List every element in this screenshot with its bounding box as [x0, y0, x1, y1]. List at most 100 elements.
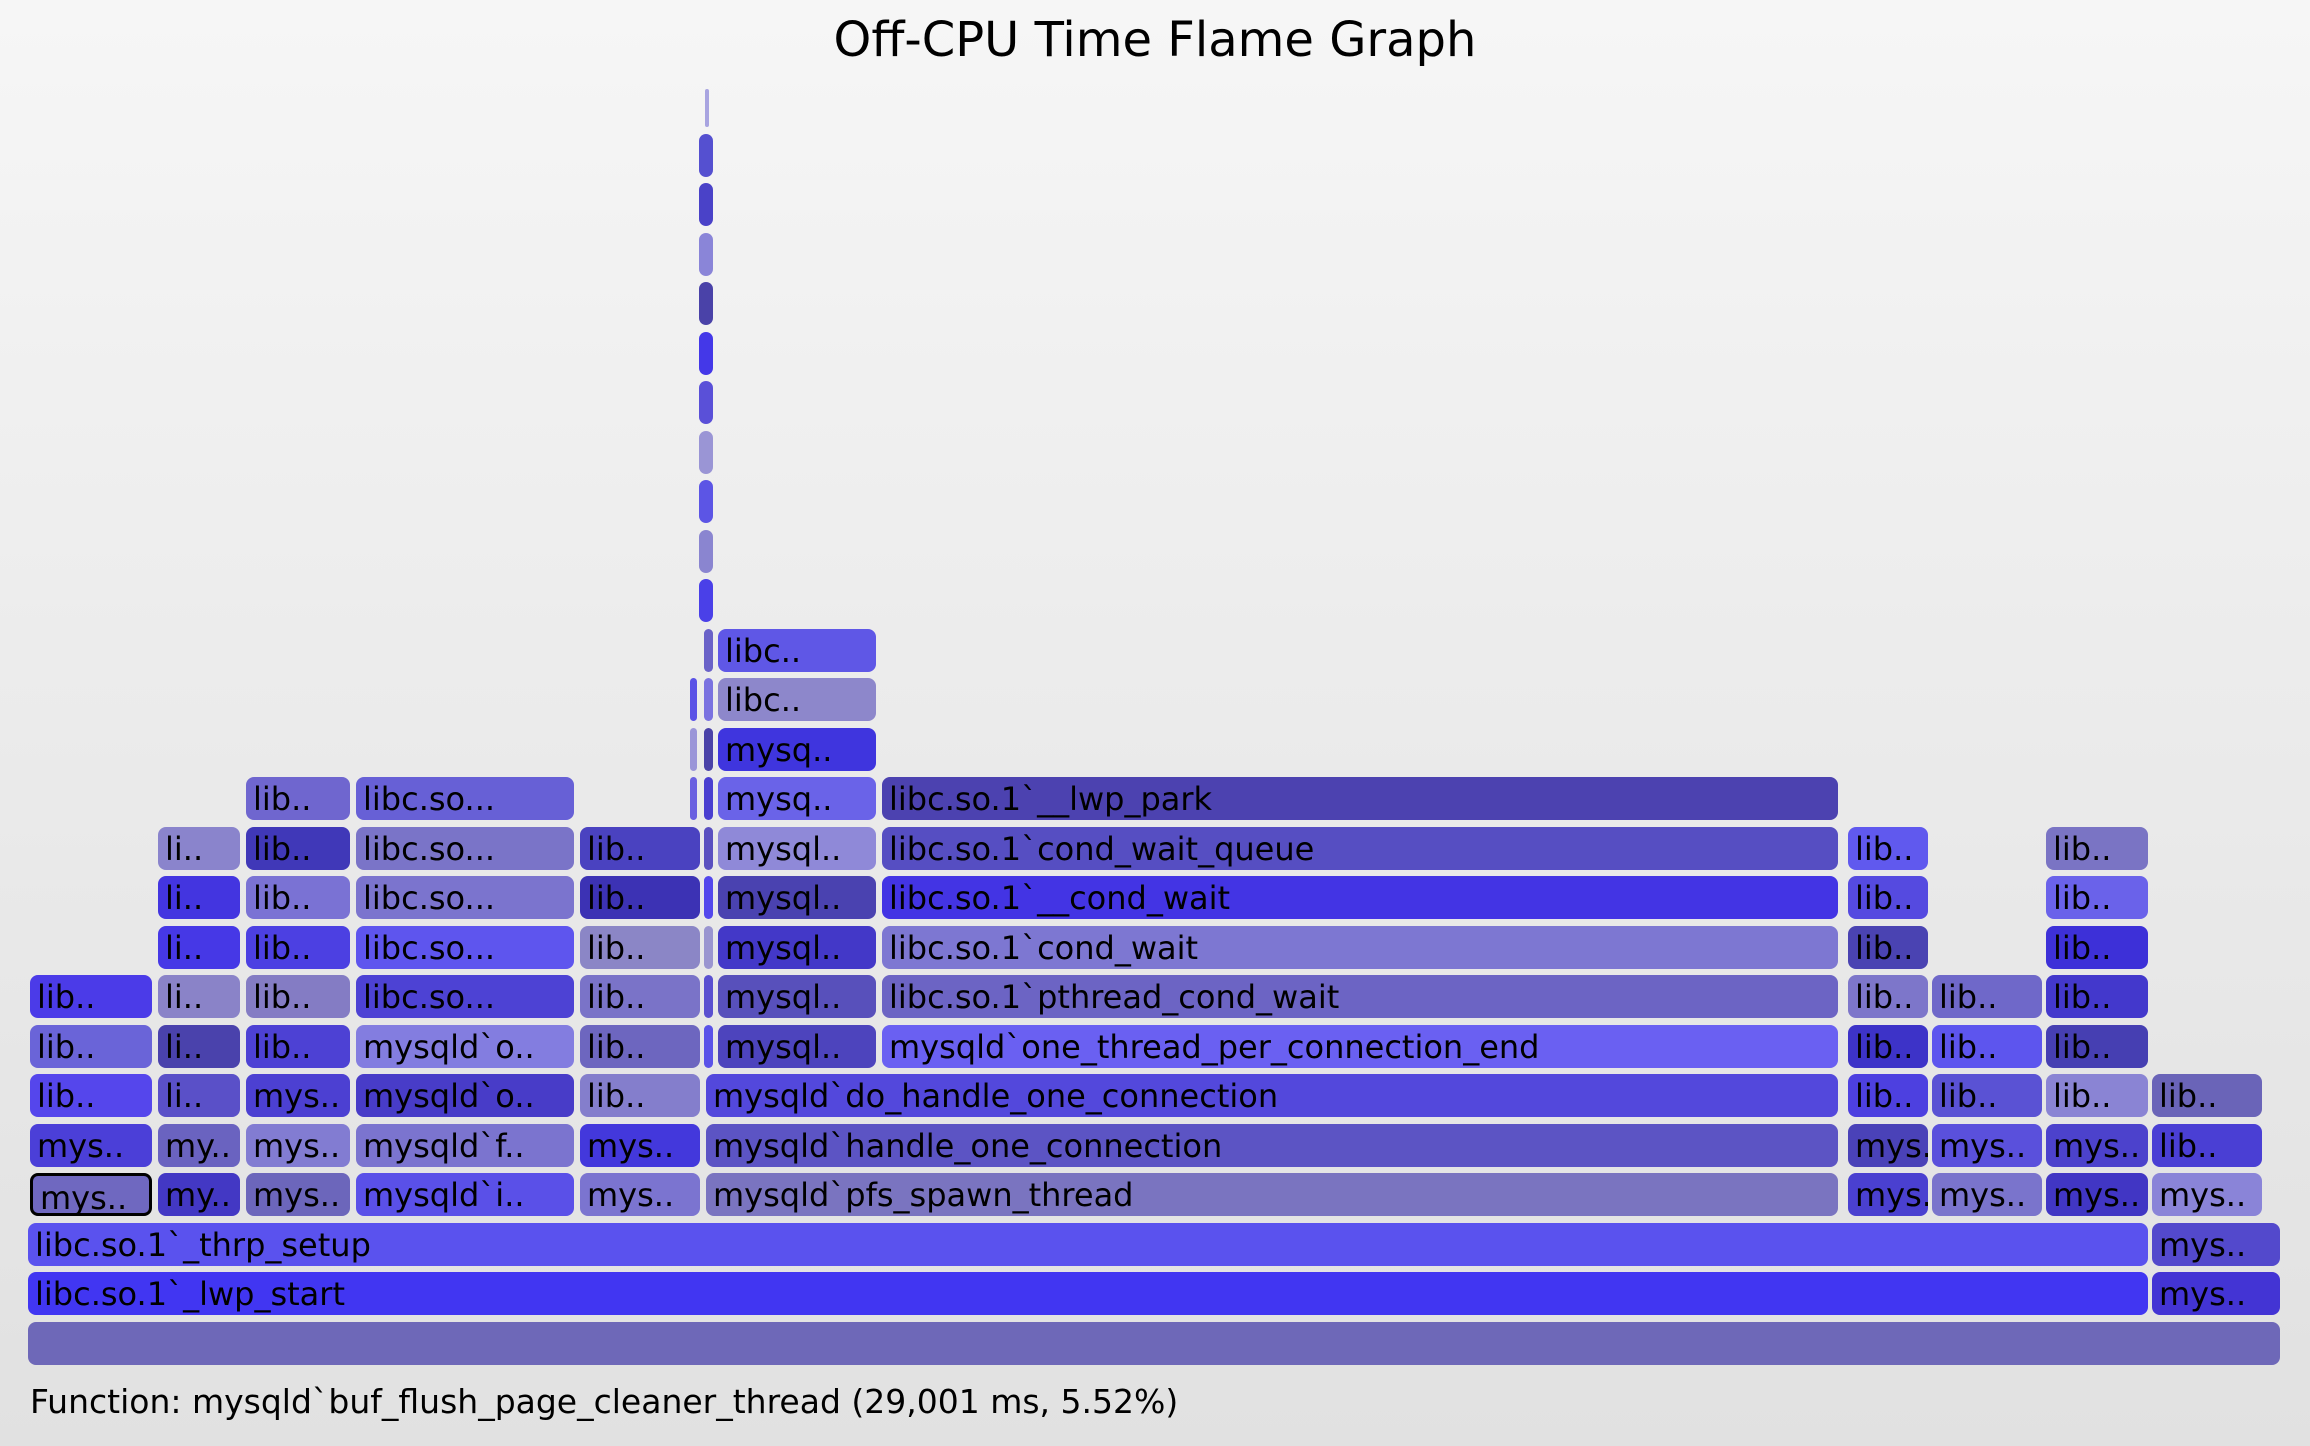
flame-frame[interactable]: lib..	[30, 1024, 152, 1068]
flame-frame[interactable]: lib..	[1848, 826, 1928, 870]
flame-frame[interactable]	[704, 826, 713, 870]
flame-frame[interactable]: mys..	[2152, 1272, 2280, 1315]
flame-frame[interactable]: lib..	[30, 975, 152, 1018]
flame-frame[interactable]: libc.so...	[356, 925, 574, 969]
flame-frame[interactable]: lib..	[2152, 1074, 2262, 1117]
flame-frame[interactable]: mysqld`o..	[356, 1024, 574, 1068]
flame-frame[interactable]: lib..	[1932, 975, 2042, 1018]
flame-frame[interactable]	[699, 133, 713, 177]
flame-frame[interactable]: mysql..	[718, 1024, 876, 1068]
flame-frame[interactable]: libc.so.1`_lwp_start	[28, 1272, 2148, 1315]
flame-frame[interactable]: lib..	[1848, 975, 1928, 1018]
flame-frame[interactable]: libc.so...	[356, 777, 574, 820]
flame-frame[interactable]: lib..	[580, 975, 700, 1018]
flame-frame[interactable]: mysq..	[718, 777, 876, 820]
flame-frame[interactable]: mys..	[2046, 1173, 2148, 1216]
flame-frame[interactable]: libc.so.1`cond_wait	[882, 925, 1838, 969]
flame-frame[interactable]: lib..	[2046, 1074, 2148, 1117]
flame-frame[interactable]: li..	[158, 826, 240, 870]
flame-frame[interactable]: mys..	[1932, 1173, 2042, 1216]
flame-frame[interactable]: mys..	[246, 1123, 350, 1167]
flame-frame[interactable]: mys..	[1932, 1123, 2042, 1167]
flame-frame[interactable]: mysq..	[718, 727, 876, 771]
flame-frame[interactable]: lib..	[1848, 1074, 1928, 1117]
flame-frame[interactable]: libc.so.1`cond_wait_queue	[882, 826, 1838, 870]
flame-frame[interactable]	[690, 777, 697, 820]
flame-frame[interactable]	[704, 876, 713, 919]
flame-frame[interactable]: li..	[158, 876, 240, 919]
flame-frame[interactable]: libc.so.1`__lwp_park	[882, 777, 1838, 820]
flame-frame[interactable]: mys..	[30, 1173, 152, 1216]
flame-frame[interactable]: mys..	[580, 1123, 700, 1167]
flame-frame[interactable]: my..	[158, 1173, 240, 1216]
flame-frame[interactable]: libc.so.1`_thrp_setup	[28, 1222, 2148, 1266]
flame-frame[interactable]: mysqld`f..	[356, 1123, 574, 1167]
flame-frame[interactable]: lib..	[2152, 1123, 2262, 1167]
flame-frame[interactable]: lib..	[1932, 1024, 2042, 1068]
flame-frame[interactable]: lib..	[580, 876, 700, 919]
flame-frame[interactable]: mys..	[580, 1173, 700, 1216]
flame-frame[interactable]: mysqld`handle_one_connection	[706, 1123, 1838, 1167]
flame-frame[interactable]	[704, 727, 713, 771]
flame-frame[interactable]	[704, 628, 713, 672]
flame-frame[interactable]: mys..	[2152, 1222, 2280, 1266]
flame-frame[interactable]	[699, 183, 713, 226]
flame-frame[interactable]: libc..	[718, 628, 876, 672]
flame-frame[interactable]: lib..	[2046, 1024, 2148, 1068]
flame-frame[interactable]: libc.so.1`__cond_wait	[882, 876, 1838, 919]
flame-frame[interactable]	[690, 727, 697, 771]
flame-frame[interactable]	[699, 282, 713, 325]
flame-frame[interactable]: mys..	[246, 1074, 350, 1117]
flame-frame[interactable]: li..	[158, 1024, 240, 1068]
flame-frame[interactable]: lib..	[246, 777, 350, 820]
flame-frame[interactable]: li..	[158, 975, 240, 1018]
flame-frame[interactable]	[699, 529, 713, 573]
flame-frame[interactable]: mysql..	[718, 876, 876, 919]
flame-frame[interactable]: lib..	[2046, 876, 2148, 919]
flame-frame[interactable]	[699, 579, 713, 622]
flame-frame[interactable]: libc.so...	[356, 876, 574, 919]
flame-frame[interactable]: lib..	[2046, 925, 2148, 969]
flame-frame[interactable]	[704, 975, 713, 1018]
flame-frame[interactable]: mysql..	[718, 826, 876, 870]
flame-frame[interactable]: lib..	[1848, 1024, 1928, 1068]
flame-frame[interactable]: lib..	[1848, 876, 1928, 919]
flame-frame[interactable]: lib..	[30, 1074, 152, 1117]
flame-frame[interactable]: lib..	[246, 1024, 350, 1068]
flame-frame[interactable]: lib..	[2046, 826, 2148, 870]
flame-frame[interactable]	[699, 232, 713, 276]
flame-frame[interactable]: lib..	[1848, 925, 1928, 969]
flame-frame[interactable]	[704, 777, 713, 820]
flame-frame[interactable]: mysqld`one_thread_per_connection_end	[882, 1024, 1838, 1068]
flame-frame[interactable]: lib..	[1932, 1074, 2042, 1117]
flame-frame[interactable]	[699, 430, 713, 474]
flame-frame[interactable]: lib..	[580, 1074, 700, 1117]
flame-frame[interactable]	[705, 89, 709, 127]
flame-frame[interactable]: mys..	[246, 1173, 350, 1216]
flame-frame[interactable]: mysqld`i..	[356, 1173, 574, 1216]
flame-frame[interactable]: lib..	[246, 925, 350, 969]
flame-frame[interactable]: mysql..	[718, 975, 876, 1018]
flame-frame[interactable]	[704, 678, 713, 721]
flame-frame[interactable]: mys..	[2046, 1123, 2148, 1167]
flame-frame[interactable]: mysqld`pfs_spawn_thread	[706, 1173, 1838, 1216]
flame-frame[interactable]: lib..	[580, 1024, 700, 1068]
flame-frame[interactable]: mysqld`o..	[356, 1074, 574, 1117]
flame-frame[interactable]: libc.so...	[356, 826, 574, 870]
flame-frame[interactable]: mysqld`do_handle_one_connection	[706, 1074, 1838, 1117]
flame-frame[interactable]: mys..	[30, 1123, 152, 1167]
flame-frame[interactable]	[699, 480, 713, 523]
flame-frame[interactable]: mys..	[1848, 1123, 1928, 1167]
flame-frame[interactable]: libc.so.1`pthread_cond_wait	[882, 975, 1838, 1018]
flame-frame[interactable]: libc..	[718, 678, 876, 721]
flame-frame[interactable]	[690, 678, 697, 721]
flame-frame[interactable]: lib..	[246, 975, 350, 1018]
flame-frame[interactable]	[699, 331, 713, 375]
flame-frame[interactable]	[699, 381, 713, 424]
flame-frame[interactable]: lib..	[246, 876, 350, 919]
flame-frame[interactable]: lib..	[580, 925, 700, 969]
flame-frame[interactable]: lib..	[246, 826, 350, 870]
flame-frame[interactable]: li..	[158, 1074, 240, 1117]
flame-frame[interactable]	[704, 1024, 713, 1068]
